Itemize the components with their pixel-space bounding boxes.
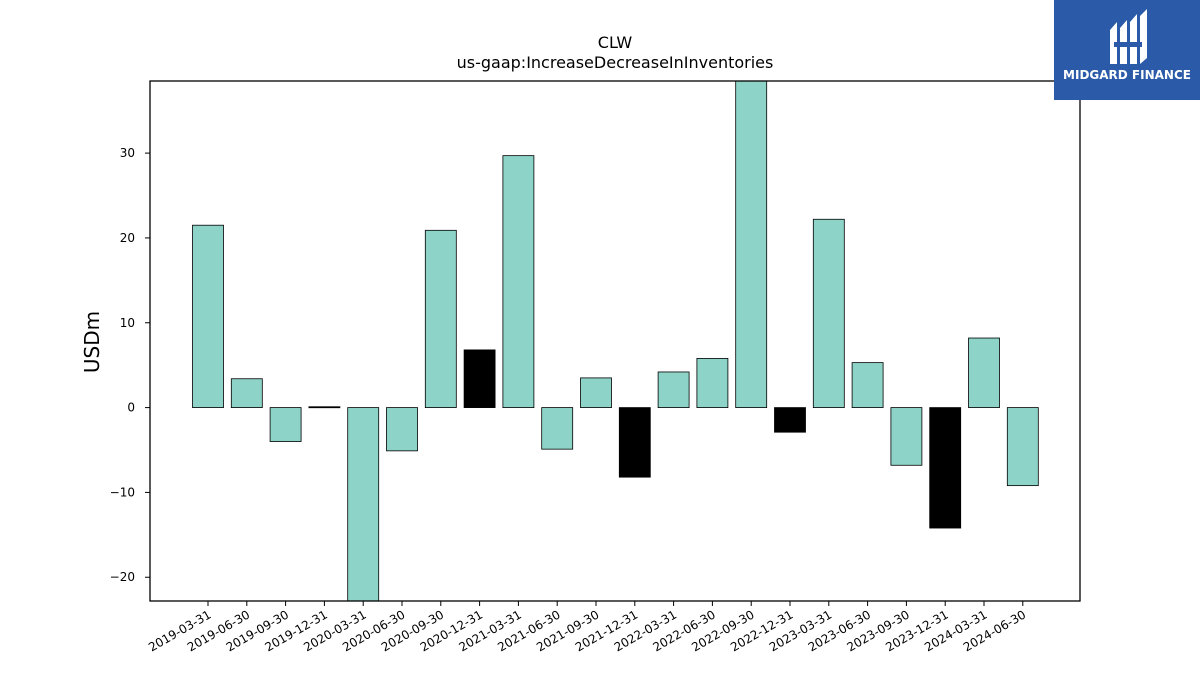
bars-group [192, 81, 1039, 601]
bar-2023-06-30 [851, 362, 884, 408]
bar-2020-06-30 [386, 407, 418, 452]
bar-2024-06-30 [1006, 407, 1039, 487]
bar-2022-12-31 [774, 407, 806, 433]
bar-2022-09-30 [735, 81, 768, 408]
x-axis: 2019-03-312019-06-302019-09-302019-12-31… [146, 601, 1028, 654]
bar-2022-03-31 [657, 371, 690, 408]
bar-2024-03-31 [968, 337, 1000, 408]
bar-2020-12-31 [463, 349, 496, 408]
chart-title: CLW [598, 33, 633, 52]
y-tick-label: 0 [127, 401, 135, 415]
brand-logo: MIDGARD FINANCE [1054, 0, 1200, 100]
bar-2023-12-31 [929, 407, 962, 529]
bar-2023-09-30 [890, 407, 923, 466]
y-axis: −20 −10 0 10 20 30 [110, 146, 150, 584]
bar-2020-09-30 [424, 229, 457, 408]
brand-name: MIDGARD FINANCE [1063, 68, 1191, 82]
bar-2022-06-30 [696, 357, 729, 408]
bar-2020-03-31 [347, 407, 380, 601]
bar-2019-12-31 [308, 406, 341, 409]
y-axis-label: USDm [80, 311, 104, 373]
y-tick-label: 10 [120, 316, 135, 330]
bar-2019-03-31 [192, 224, 224, 408]
y-tick-label: −10 [110, 485, 135, 499]
bar-2021-03-31 [502, 155, 535, 408]
chart-subtitle: us-gaap:IncreaseDecreaseInInventories [457, 53, 774, 72]
y-tick-label: 20 [120, 231, 135, 245]
bar-2021-06-30 [541, 407, 574, 450]
bar-2021-12-31 [618, 407, 651, 478]
bar-2019-06-30 [230, 378, 263, 408]
bar-2021-09-30 [580, 377, 612, 408]
bar-2019-09-30 [269, 407, 302, 442]
y-tick-label: 30 [120, 146, 135, 160]
plot-frame [149, 80, 1081, 602]
logo-mark-icon [1110, 9, 1147, 64]
y-tick-label: −20 [110, 570, 135, 584]
bar-2023-03-31 [812, 218, 845, 408]
